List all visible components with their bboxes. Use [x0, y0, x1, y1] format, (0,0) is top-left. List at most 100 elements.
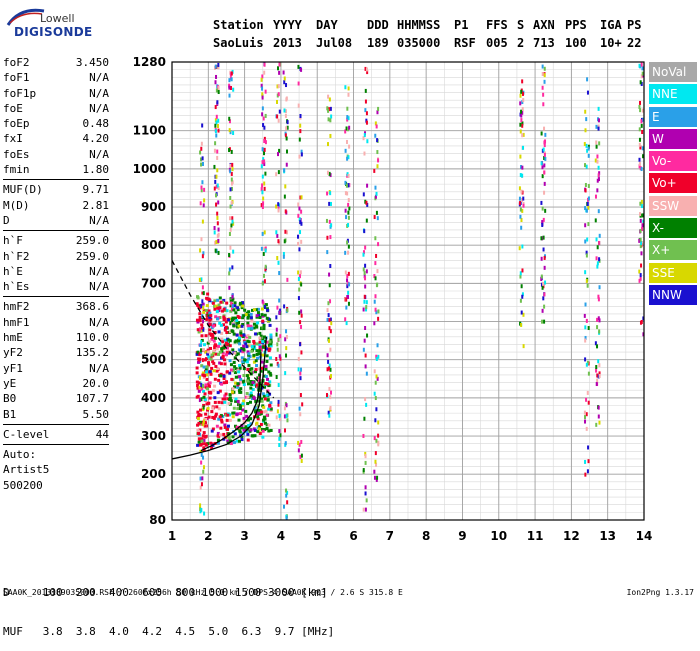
echo-dot: [376, 376, 379, 381]
echo-dot: [231, 216, 234, 221]
echo-dot: [223, 425, 227, 429]
header-values-11: 22: [627, 36, 642, 50]
echo-dot: [373, 391, 376, 396]
echo-dot: [595, 124, 598, 129]
d-value: 800: [162, 586, 196, 599]
echo-dot: [363, 229, 366, 234]
series-line-otrace: [171, 336, 268, 460]
legend-w-swatch: W: [649, 128, 697, 149]
echo-dot: [329, 347, 332, 352]
echo-dot: [214, 129, 217, 134]
echo-dot: [199, 248, 202, 253]
echo-dot: [200, 141, 203, 146]
echo-dot: [264, 246, 267, 251]
echo-dot: [299, 270, 302, 275]
echo-dot: [326, 353, 329, 358]
echo-dot: [258, 367, 262, 371]
param-value: 110.0: [75, 331, 109, 345]
echo-dot: [207, 401, 211, 405]
echo-dot: [208, 311, 212, 315]
echo-dot: [242, 379, 246, 383]
echo-dot: [326, 106, 329, 111]
echo-dot: [198, 385, 202, 389]
muf-value: 5.0: [195, 625, 229, 638]
x-tick-label: 6: [349, 529, 357, 543]
echo-dot: [642, 332, 645, 337]
echo-dot: [208, 323, 212, 327]
echo-dot: [234, 339, 238, 343]
echo-dot: [196, 295, 200, 299]
series-line-dashed: [171, 260, 275, 399]
echo-dot: [201, 180, 204, 185]
echo-dot: [199, 507, 202, 512]
echo-dot: [640, 204, 643, 209]
echo-dot: [638, 278, 641, 283]
echo-dot: [520, 218, 523, 223]
header-columns-4: HHMMSS: [397, 18, 441, 32]
echo-dot: [195, 371, 199, 375]
echo-dot: [209, 372, 213, 376]
echo-dot: [258, 344, 262, 348]
echo-dot: [217, 227, 220, 232]
echo-dot: [597, 359, 600, 364]
echo-dot: [377, 309, 380, 314]
echo-dot: [262, 327, 266, 331]
echo-dot: [202, 395, 206, 399]
echo-dot: [258, 316, 262, 320]
echo-dot: [233, 371, 237, 375]
echo-dot: [219, 323, 223, 327]
echo-dot: [245, 360, 249, 364]
echo-dot: [247, 363, 251, 367]
header-values-5: RSF: [454, 36, 476, 50]
echo-dot: [206, 311, 210, 315]
echo-dot: [217, 232, 220, 237]
echo-dot: [269, 344, 273, 348]
echo-dot: [217, 86, 220, 91]
echo-dot: [236, 325, 240, 329]
echo-dot: [242, 348, 246, 352]
echo-dot: [247, 357, 251, 361]
echo-dot: [284, 133, 287, 138]
echo-dot: [228, 78, 231, 83]
echo-dot: [229, 363, 233, 367]
echo-dot: [203, 358, 207, 362]
echo-dot: [211, 415, 215, 419]
echo-dot: [251, 388, 255, 392]
echo-dot: [195, 352, 199, 356]
echo-dot: [362, 507, 365, 512]
echo-dot: [219, 372, 223, 376]
echo-dot: [228, 413, 232, 417]
echo-dot: [543, 66, 546, 71]
echo-dot: [286, 418, 289, 423]
echo-dot: [284, 337, 287, 342]
echo-dot: [216, 183, 219, 188]
param-row-fmin: fmin 1.80: [3, 162, 109, 177]
param-row-ye: yE 20.0: [3, 376, 109, 391]
echo-dot: [283, 414, 286, 419]
echo-dot: [300, 152, 303, 157]
echo-dot: [207, 370, 211, 374]
echo-dot: [200, 348, 203, 353]
echo-dot: [300, 149, 303, 154]
echo-dot: [261, 340, 265, 344]
echo-dot: [202, 455, 205, 460]
echo-dot: [347, 244, 350, 249]
echo-dot: [228, 128, 231, 133]
echo-dot: [326, 235, 329, 240]
echo-dot: [276, 409, 279, 414]
header-values-3: 189: [367, 36, 389, 50]
echo-dot: [215, 424, 219, 428]
param-group-critical-frequencies: foF2 3.450 foF1 N/A foF1p N/A foE N/A foEp 0.48 fx…: [3, 55, 109, 177]
echo-dot: [585, 250, 588, 255]
echo-dot: [205, 314, 209, 318]
echo-dot: [242, 416, 246, 420]
param-value: 5.50: [82, 407, 110, 421]
echo-dot: [365, 300, 368, 305]
echo-dot: [237, 370, 241, 374]
echo-dot: [363, 299, 366, 304]
echo-dot: [214, 315, 218, 319]
echo-dot: [219, 433, 223, 437]
echo-dot: [243, 308, 247, 312]
echo-dot: [373, 168, 376, 173]
header-columns-9: PPS: [565, 18, 587, 32]
